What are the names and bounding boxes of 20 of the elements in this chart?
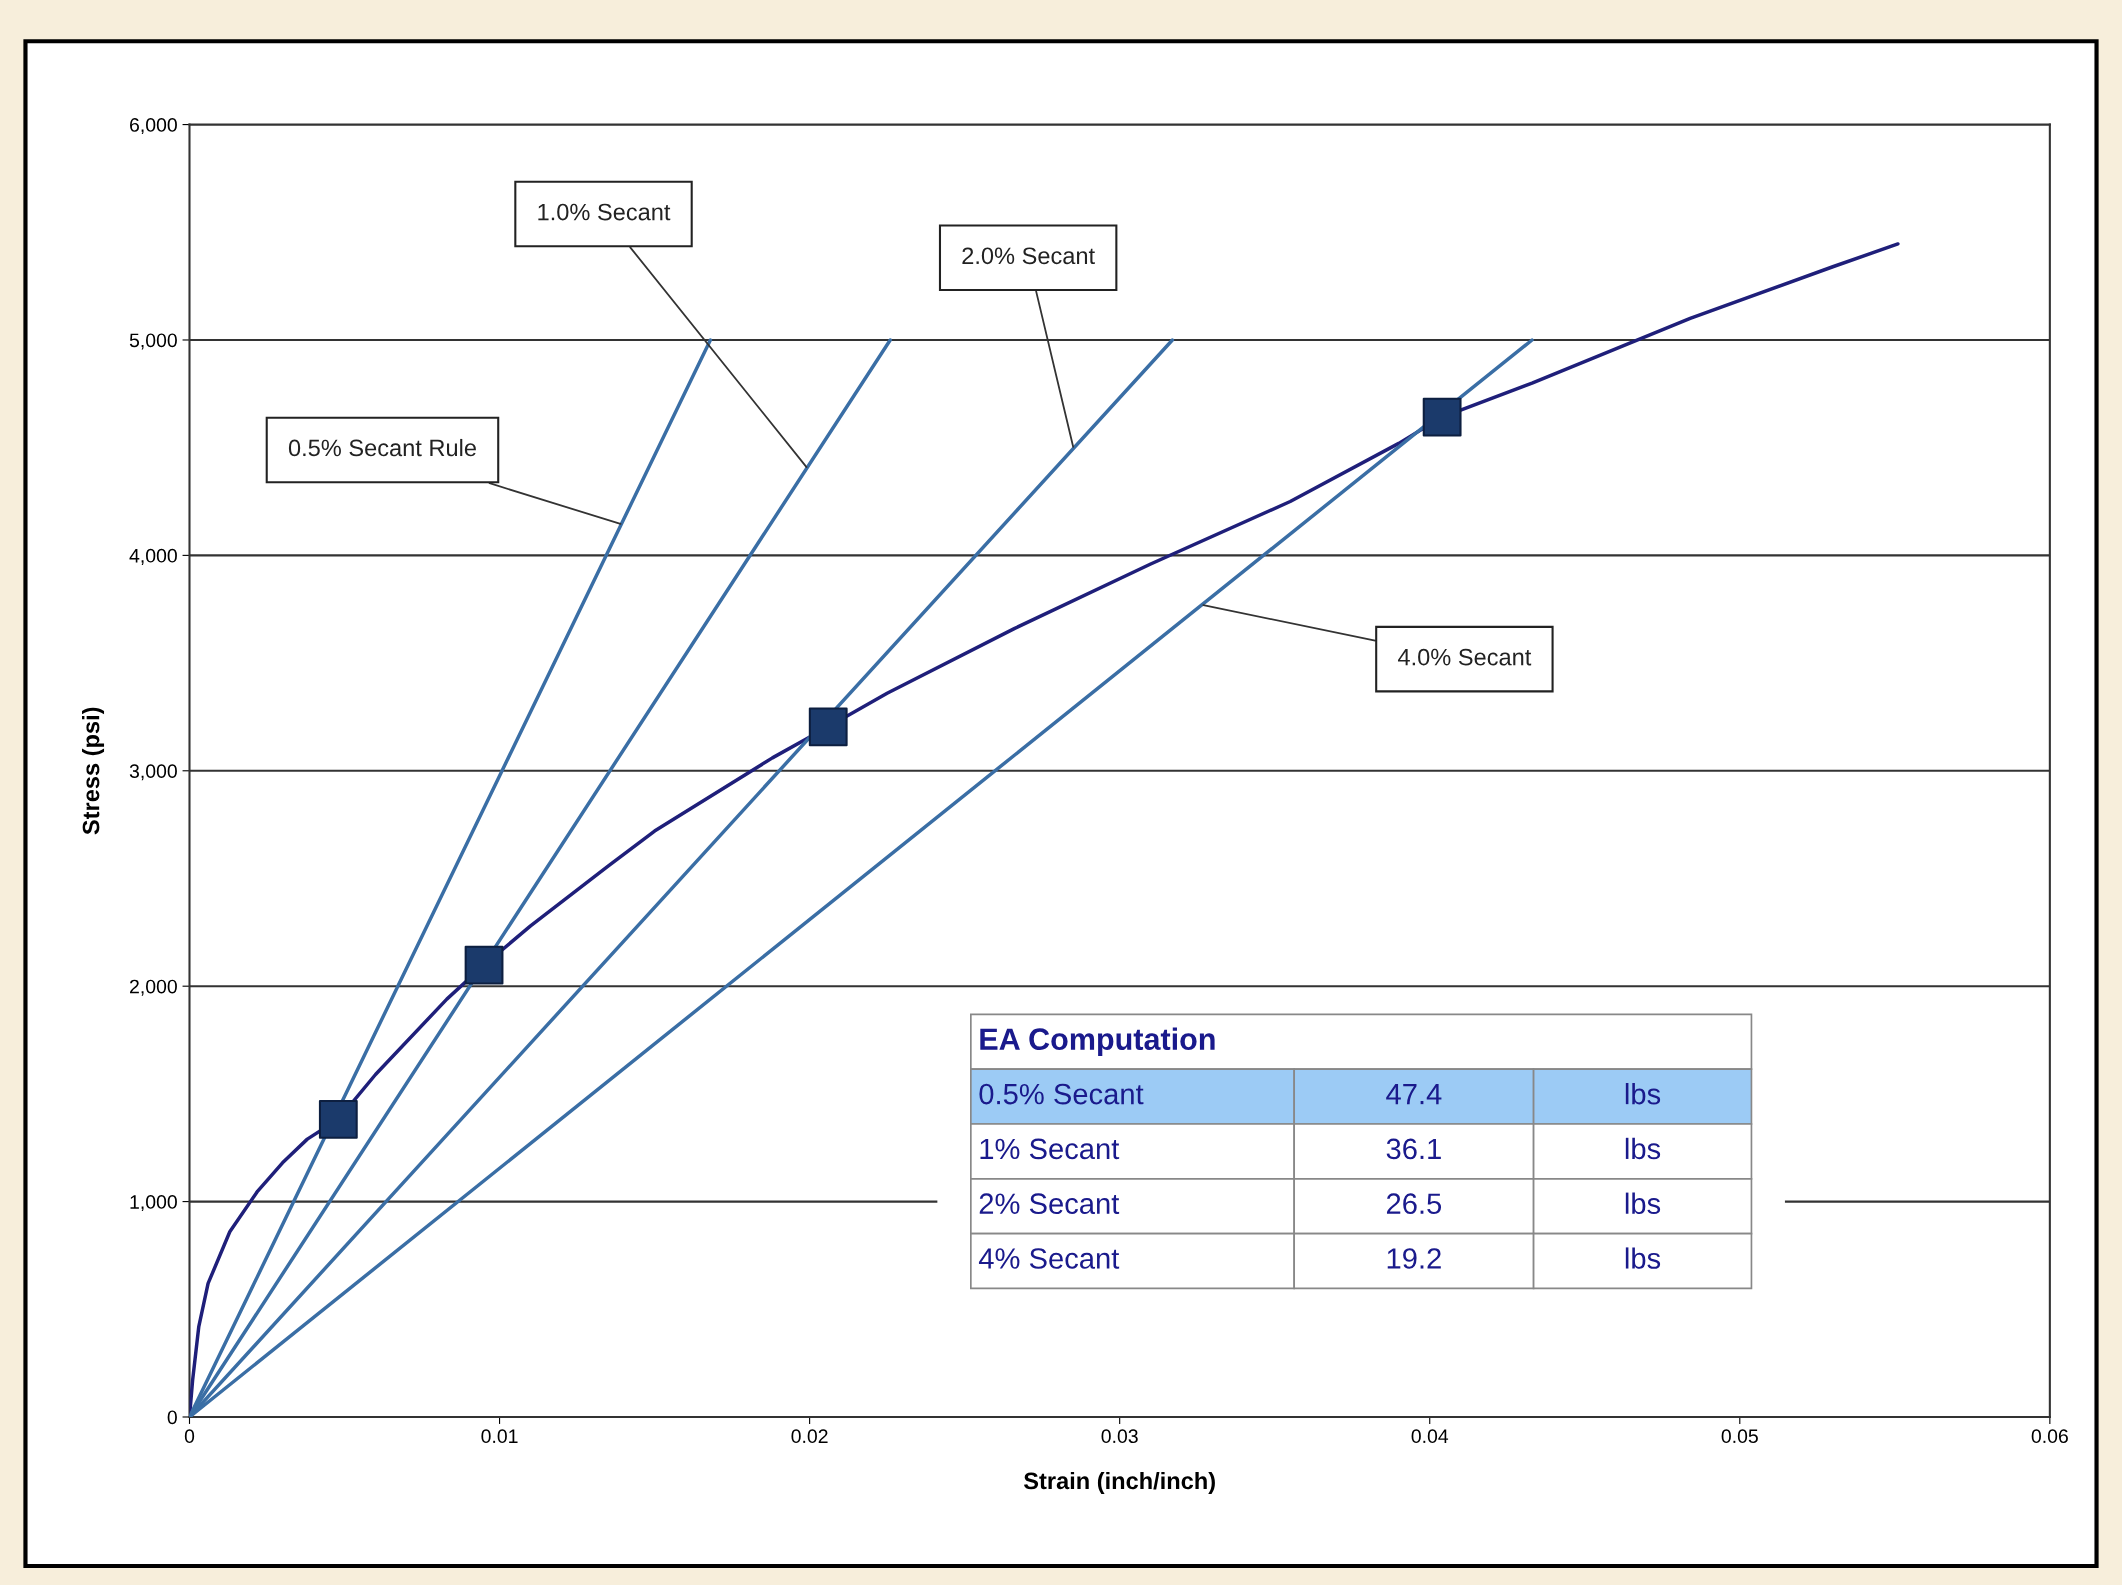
y-tick-label: 5,000 <box>129 333 177 350</box>
annotation: 0.5% Secant Rule <box>288 438 476 457</box>
x-tick-label: 0.06 <box>2031 1429 2068 1444</box>
x-tick-label: 0.05 <box>1721 1429 1758 1444</box>
y-tick-label: 1,000 <box>130 1195 177 1212</box>
y-axis-title: Stress (psi) <box>82 707 105 835</box>
annotation: 1.0% Secant <box>538 203 671 221</box>
y-tick-label: 3,000 <box>129 764 177 781</box>
x-tick-label: 0.03 <box>1101 1429 1138 1444</box>
x-tick-label: 0 <box>184 1429 195 1444</box>
x-tick-label: 0.04 <box>1411 1429 1449 1444</box>
y-tick-label: 4,000 <box>129 548 177 565</box>
annotation: 4.0% Secant <box>1397 648 1532 666</box>
y-tick-label: 2,000 <box>130 979 177 996</box>
y-tick-label: 6,000 <box>130 118 177 135</box>
x-axis-title: Strain (inch/inch) <box>1023 1471 1215 1494</box>
annotation: 2.0% Secant <box>962 247 1095 265</box>
x-tick-label: 0.02 <box>791 1429 828 1444</box>
y-tick-label: 0 <box>167 1410 177 1425</box>
x-tick-label: 0.01 <box>481 1429 518 1444</box>
